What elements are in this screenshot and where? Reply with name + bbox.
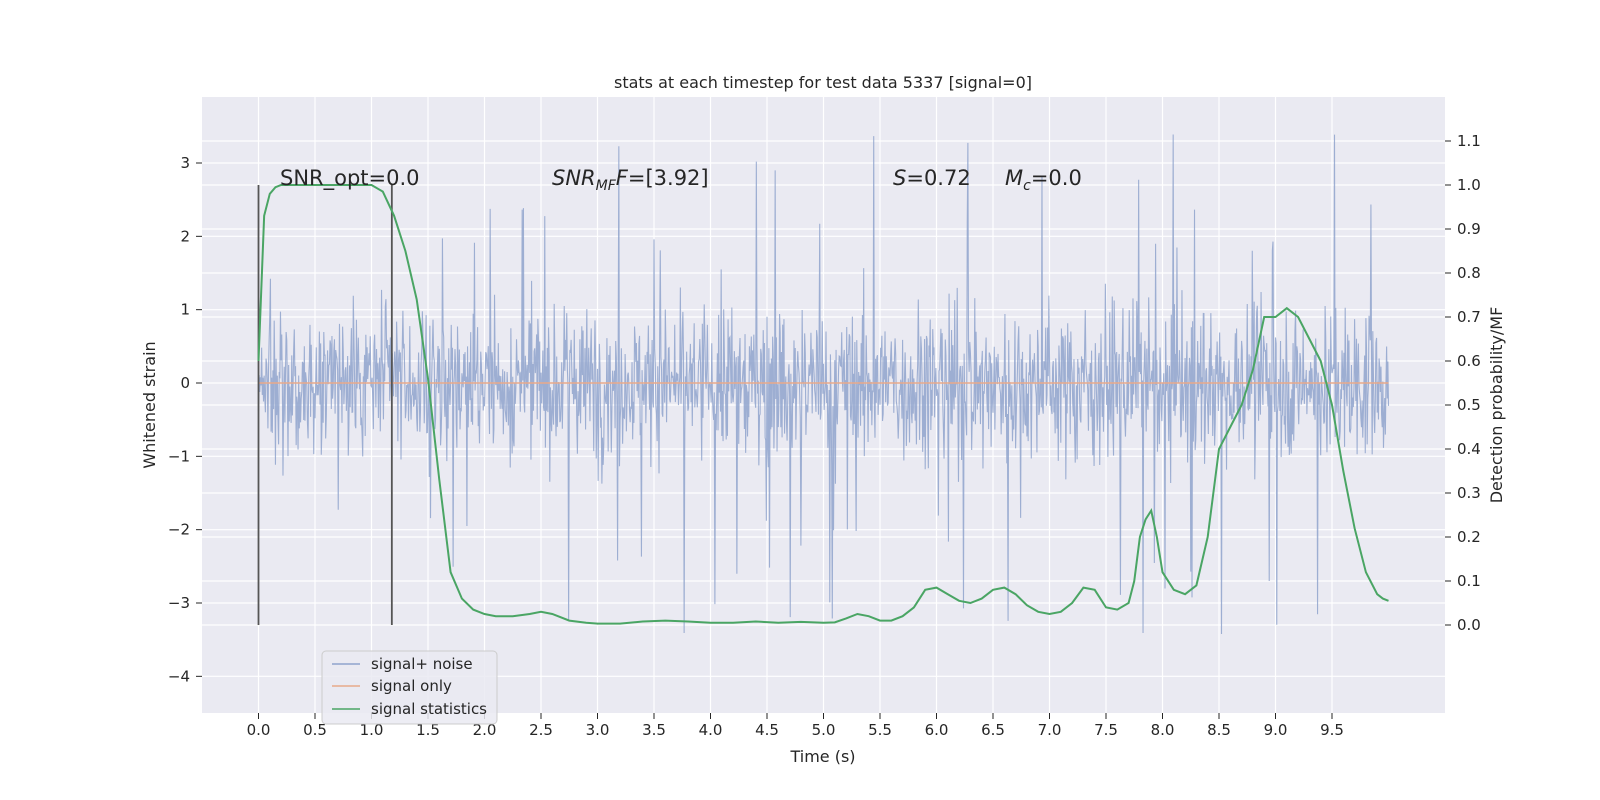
left-y-tick-label: 0 bbox=[180, 374, 190, 392]
right-y-axis-label: Detection probability/MF bbox=[1487, 307, 1506, 504]
x-tick-label: 9.5 bbox=[1320, 721, 1344, 739]
left-y-axis-label: Whitened strain bbox=[140, 341, 159, 468]
x-axis-ticks: 0.0 0.5 1.0 1.5 2.0 2.5 3.0 3.5 4.0 4.5 5.0 5.5 6.0 6… bbox=[247, 713, 1344, 739]
x-tick-label: 4.0 bbox=[699, 721, 723, 739]
left-y-axis-ticks: 3 2 1 0 −1 −2 −3 −4 bbox=[168, 154, 202, 685]
chart-title: stats at each timestep for test data 533… bbox=[614, 73, 1032, 92]
x-tick-label: 6.5 bbox=[981, 721, 1005, 739]
annotation-snr-mf-sub: MF bbox=[596, 178, 617, 194]
right-y-tick-label: 0.7 bbox=[1457, 308, 1481, 326]
x-axis-label: Time (s) bbox=[789, 747, 855, 766]
annotation-mc-value: =0.0 bbox=[1031, 166, 1082, 190]
annotation-snr-mf-f: F bbox=[616, 166, 629, 190]
x-tick-label: 0.5 bbox=[303, 721, 327, 739]
x-tick-label: 1.5 bbox=[416, 721, 440, 739]
x-tick-label: 3.0 bbox=[586, 721, 610, 739]
annotation-snr-mf-main: SNR bbox=[552, 166, 596, 190]
x-tick-label: 4.5 bbox=[755, 721, 779, 739]
x-tick-label: 5.5 bbox=[868, 721, 892, 739]
x-tick-label: 7.5 bbox=[1094, 721, 1118, 739]
x-tick-label: 9.0 bbox=[1264, 721, 1288, 739]
right-y-tick-label: 0.5 bbox=[1457, 396, 1481, 414]
left-y-tick-label: −2 bbox=[168, 521, 190, 539]
x-tick-label: 2.0 bbox=[473, 721, 497, 739]
signal-statistics-series bbox=[257, 184, 1389, 625]
legend-label-signal-statistics: signal statistics bbox=[371, 700, 487, 718]
right-y-tick-label: 0.3 bbox=[1457, 484, 1481, 502]
legend-label-signal-plus-noise: signal+ noise bbox=[371, 655, 473, 673]
x-tick-label: 8.5 bbox=[1207, 721, 1231, 739]
signal-plus-noise-series bbox=[257, 134, 1390, 634]
left-y-tick-label: 2 bbox=[180, 227, 190, 245]
signal-plus-noise-line bbox=[257, 134, 1390, 634]
legend-label-signal-only: signal only bbox=[371, 677, 452, 695]
right-y-tick-label: 0.8 bbox=[1457, 264, 1481, 282]
annotation-mc: Mc=0.0 bbox=[1005, 166, 1082, 194]
right-y-tick-label: 0.1 bbox=[1457, 572, 1481, 590]
annotation-snr-mf-value: =[3.92] bbox=[628, 166, 709, 190]
right-y-tick-label: 0.6 bbox=[1457, 352, 1481, 370]
legend: signal+ noise signal only signal statist… bbox=[321, 650, 498, 725]
annotation-snr-mf: SNRMFF=[3.92] bbox=[552, 166, 709, 194]
left-y-tick-label: 3 bbox=[180, 154, 190, 172]
right-y-tick-label: 0.9 bbox=[1457, 220, 1481, 238]
x-tick-label: 1.0 bbox=[360, 721, 384, 739]
vertical-markers bbox=[257, 185, 393, 625]
legend-box bbox=[321, 650, 498, 725]
left-y-tick-label: −3 bbox=[168, 594, 190, 612]
right-y-tick-label: 0.4 bbox=[1457, 440, 1481, 458]
x-tick-label: 7.0 bbox=[1038, 721, 1062, 739]
annotation-snr-opt: SNR_opt=0.0 bbox=[280, 166, 420, 191]
annotation-s-value: =0.72 bbox=[906, 166, 970, 190]
signal-statistics-line bbox=[257, 184, 1389, 625]
annotation-mc-main: M bbox=[1005, 166, 1023, 190]
left-y-tick-label: 1 bbox=[180, 301, 190, 319]
x-tick-label: 6.0 bbox=[925, 721, 949, 739]
annotation-s: S=0.72 bbox=[893, 166, 971, 190]
right-y-tick-label: 1.1 bbox=[1457, 132, 1481, 150]
x-tick-label: 2.5 bbox=[529, 721, 553, 739]
right-y-axis-ticks: 1.1 1.0 0.9 0.8 0.7 0.6 0.5 0.4 0.3 0.2 0.1 0.0 bbox=[1445, 132, 1481, 634]
annotation-mc-sub: c bbox=[1023, 178, 1031, 194]
x-tick-label: 8.0 bbox=[1151, 721, 1175, 739]
left-y-tick-label: −1 bbox=[168, 447, 190, 465]
annotation-s-main: S bbox=[893, 166, 906, 190]
right-y-tick-label: 1.0 bbox=[1457, 176, 1481, 194]
right-y-tick-label: 0.2 bbox=[1457, 528, 1481, 546]
x-tick-label: 3.5 bbox=[642, 721, 666, 739]
x-tick-label: 0.0 bbox=[247, 721, 271, 739]
x-tick-label: 5.0 bbox=[812, 721, 836, 739]
left-y-tick-label: −4 bbox=[168, 667, 190, 685]
right-y-tick-label: 0.0 bbox=[1457, 616, 1481, 634]
